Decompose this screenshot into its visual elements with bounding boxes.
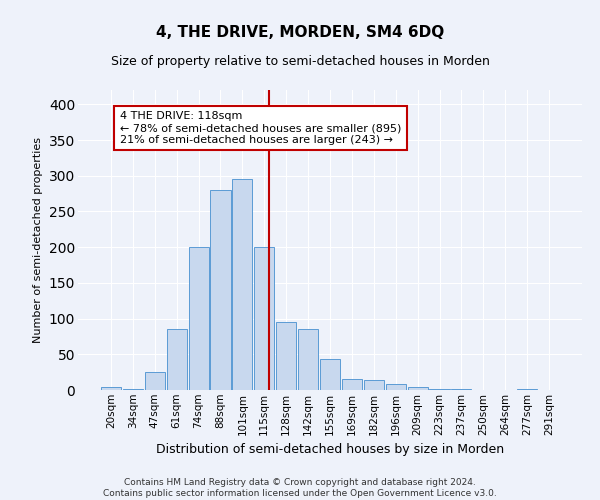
- Text: Size of property relative to semi-detached houses in Morden: Size of property relative to semi-detach…: [110, 55, 490, 68]
- Bar: [188, 247, 209, 390]
- Bar: [101, 387, 121, 390]
- Bar: [232, 180, 253, 390]
- Bar: [254, 247, 274, 390]
- Text: 4, THE DRIVE, MORDEN, SM4 6DQ: 4, THE DRIVE, MORDEN, SM4 6DQ: [156, 25, 444, 40]
- Bar: [276, 322, 296, 390]
- X-axis label: Distribution of semi-detached houses by size in Morden: Distribution of semi-detached houses by …: [156, 443, 504, 456]
- Y-axis label: Number of semi-detached properties: Number of semi-detached properties: [33, 137, 43, 343]
- Bar: [342, 378, 362, 390]
- Bar: [145, 372, 165, 390]
- Bar: [364, 380, 384, 390]
- Bar: [430, 388, 449, 390]
- Bar: [211, 190, 230, 390]
- Text: Contains HM Land Registry data © Crown copyright and database right 2024.
Contai: Contains HM Land Registry data © Crown c…: [103, 478, 497, 498]
- Bar: [407, 387, 428, 390]
- Bar: [320, 360, 340, 390]
- Bar: [167, 330, 187, 390]
- Text: 4 THE DRIVE: 118sqm
← 78% of semi-detached houses are smaller (895)
21% of semi-: 4 THE DRIVE: 118sqm ← 78% of semi-detach…: [120, 112, 401, 144]
- Bar: [298, 330, 318, 390]
- Bar: [386, 384, 406, 390]
